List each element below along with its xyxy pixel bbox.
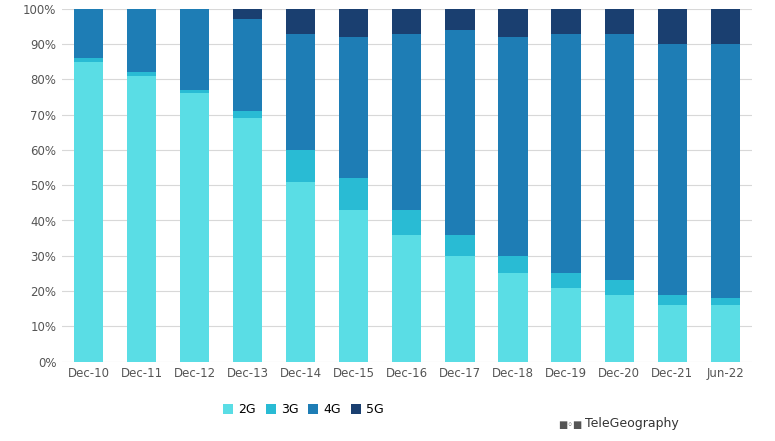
Bar xyxy=(392,9,422,34)
Bar xyxy=(552,288,580,362)
Bar xyxy=(180,9,209,90)
Bar xyxy=(233,19,262,111)
Bar xyxy=(233,9,262,19)
Bar xyxy=(392,210,422,235)
Bar xyxy=(552,273,580,288)
Bar xyxy=(180,90,209,93)
Bar xyxy=(711,44,740,298)
Bar xyxy=(233,111,262,118)
Bar xyxy=(446,256,474,362)
Bar xyxy=(604,280,634,295)
Bar xyxy=(604,34,634,280)
Bar xyxy=(74,62,103,362)
Text: ■◦■: ■◦■ xyxy=(558,420,582,430)
Bar xyxy=(286,34,315,150)
Bar xyxy=(552,34,580,273)
Bar xyxy=(446,9,474,30)
Bar xyxy=(498,256,528,273)
Text: TeleGeography: TeleGeography xyxy=(585,417,679,430)
Bar xyxy=(498,9,528,37)
Bar xyxy=(127,72,157,76)
Bar xyxy=(657,9,687,44)
Bar xyxy=(657,44,687,295)
Bar xyxy=(286,9,315,34)
Bar xyxy=(127,76,157,362)
Bar xyxy=(498,273,528,362)
Legend: 2G, 3G, 4G, 5G: 2G, 3G, 4G, 5G xyxy=(221,401,386,419)
Bar xyxy=(604,295,634,362)
Bar xyxy=(339,9,368,37)
Bar xyxy=(233,118,262,362)
Bar xyxy=(711,9,740,44)
Bar xyxy=(339,178,368,210)
Bar xyxy=(74,58,103,62)
Bar xyxy=(498,37,528,256)
Bar xyxy=(711,305,740,362)
Bar xyxy=(446,235,474,256)
Bar xyxy=(552,9,580,34)
Bar xyxy=(286,182,315,362)
Bar xyxy=(604,9,634,34)
Bar xyxy=(286,150,315,182)
Bar xyxy=(127,9,157,72)
Bar xyxy=(657,305,687,362)
Bar xyxy=(711,298,740,305)
Bar xyxy=(74,9,103,58)
Bar xyxy=(180,93,209,362)
Bar xyxy=(446,30,474,235)
Bar xyxy=(339,210,368,362)
Bar xyxy=(339,37,368,178)
Bar xyxy=(657,295,687,305)
Bar xyxy=(392,235,422,362)
Bar xyxy=(392,34,422,210)
